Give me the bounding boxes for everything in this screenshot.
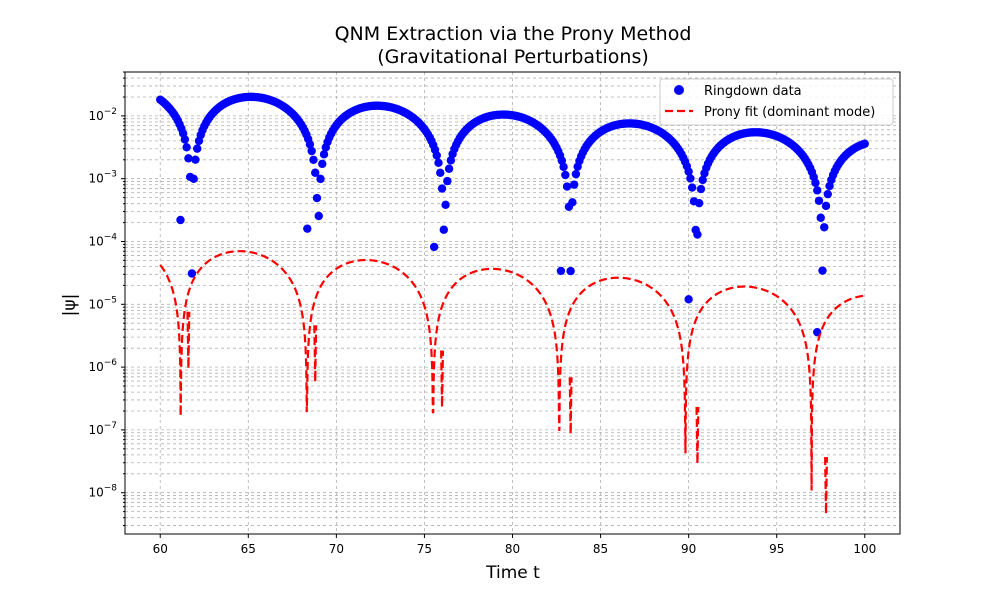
ringdown-point [562, 182, 572, 191]
ringdown-point [441, 200, 450, 210]
ringdown-point [189, 174, 198, 184]
ringdown-point [318, 159, 327, 169]
ringdown-point [436, 168, 445, 177]
ringdown-point [696, 184, 706, 194]
ringdown-point [193, 144, 202, 153]
ringdown-point [684, 295, 693, 304]
x-tick-label: 75 [417, 542, 432, 556]
ringdown-point [818, 266, 827, 275]
x-tick-label: 90 [681, 542, 696, 556]
ringdown-point [176, 215, 185, 225]
ringdown-point [309, 155, 318, 164]
ringdown-point [561, 170, 570, 180]
legend-box [659, 78, 894, 126]
ringdown-point [823, 189, 832, 199]
ringdown-point [686, 174, 695, 183]
ringdown-point [698, 175, 707, 185]
x-tick-label: 70 [329, 542, 344, 556]
chart-title-line1: QNM Extraction via the Prony Method [335, 23, 692, 45]
ringdown-point [311, 168, 320, 177]
ringdown-point [443, 176, 452, 186]
ringdown-point [444, 164, 454, 173]
chart-title-line2: (Gravitational Perturbations) [377, 46, 649, 68]
ringdown-point [429, 242, 439, 252]
ringdown-point [439, 225, 449, 234]
ringdown-point [307, 146, 316, 156]
ringdown-point [434, 158, 443, 168]
ringdown-point [568, 198, 577, 207]
x-tick-label: 65 [241, 542, 256, 556]
prony-fit-line [159, 250, 865, 514]
y-tick-label: 10−4 [88, 232, 117, 248]
ringdown-point [446, 156, 456, 165]
ringdown-point [191, 155, 200, 164]
ringdown-point [312, 193, 322, 203]
ringdown-point [432, 151, 441, 160]
ringdown-point [860, 139, 869, 148]
legend-label-ringdown: Ringdown data [704, 84, 802, 99]
ringdown-point [182, 143, 191, 152]
x-tick-label: 60 [153, 542, 168, 556]
ringdown-point [556, 266, 566, 276]
ringdown-point [695, 198, 704, 208]
y-tick-label: 10−3 [88, 170, 117, 186]
ringdown-point [305, 140, 315, 149]
x-axis-label: Time t [485, 563, 540, 583]
y-tick-label: 10−6 [88, 358, 117, 374]
legend-label-prony: Prony fit (dominant mode) [704, 105, 875, 120]
y-tick-label: 10−7 [88, 421, 117, 437]
ringdown-point [316, 174, 325, 184]
y-tick-label: 10−8 [88, 484, 117, 500]
y-tick-label: 10−5 [88, 295, 117, 311]
x-tick-label: 80 [505, 542, 520, 556]
axis-ticks: 60 65 70 75 80 85 90 95 100 10−8 10−7 10−6 10−5 10−4 1… [88, 71, 876, 556]
y-axis-label: |ψ| [60, 294, 80, 317]
ringdown-point [319, 150, 329, 159]
legend: Ringdown data Prony fit (dominant mode) [659, 78, 894, 126]
ringdown-point [693, 230, 702, 239]
data-layer [156, 92, 869, 514]
y-tick-label: 10−2 [88, 107, 117, 123]
ringdown-point [187, 269, 197, 278]
x-tick-label: 85 [593, 542, 608, 556]
ringdown-point [180, 135, 190, 144]
x-tick-label: 95 [769, 542, 784, 556]
ringdown-point [559, 162, 568, 172]
legend-marker-ringdown [674, 85, 684, 95]
ringdown-point [821, 201, 831, 211]
ringdown-point [314, 211, 323, 221]
ringdown-point [684, 167, 693, 176]
ringdown-point [813, 186, 822, 195]
ringdown-point [687, 183, 697, 192]
ringdown-point [184, 154, 193, 163]
ringdown-point [811, 178, 820, 188]
ringdown-point [566, 266, 575, 276]
ringdown-point [437, 184, 447, 193]
ringdown-point [303, 224, 312, 233]
ringdown-data-series [156, 92, 869, 337]
ringdown-point [571, 169, 581, 179]
ringdown-point [814, 196, 824, 205]
ringdown-point [820, 223, 829, 232]
ringdown-point [816, 213, 825, 222]
ringdown-point [569, 180, 579, 189]
x-tick-label: 100 [853, 542, 876, 556]
